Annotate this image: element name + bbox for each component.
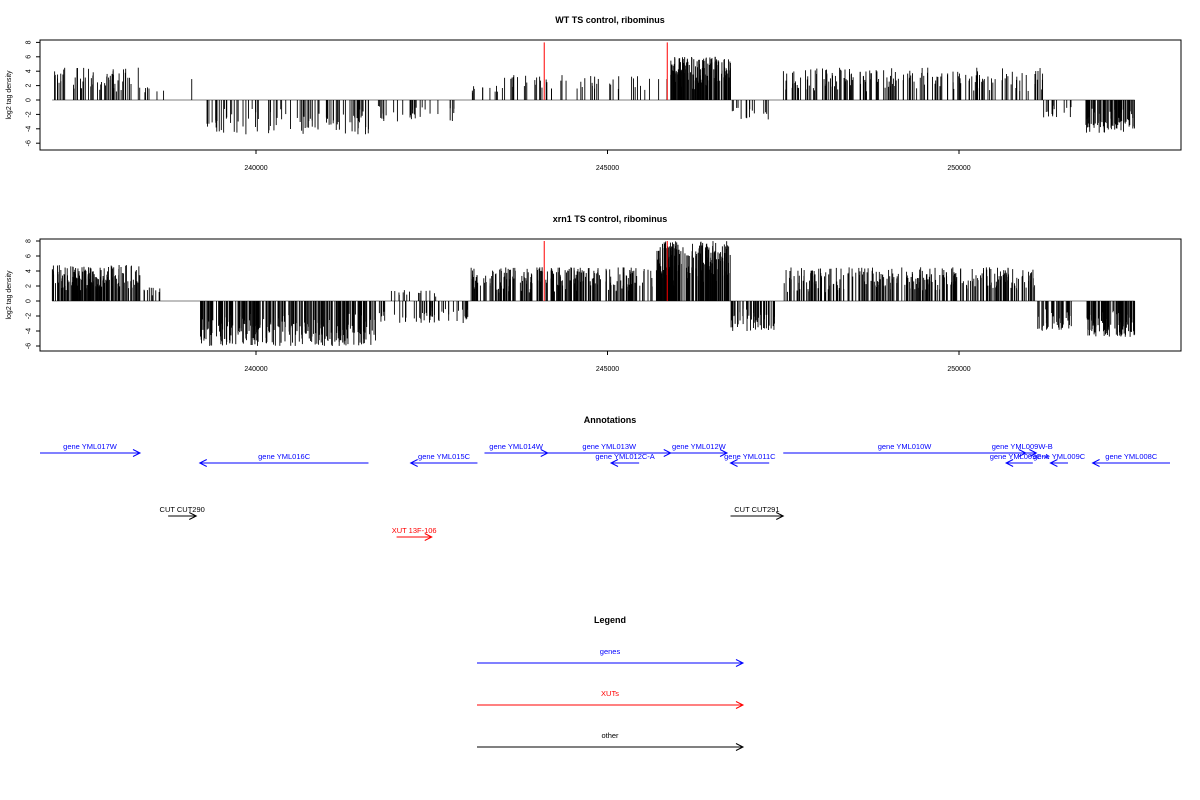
xrn1-x-tick-label: 245000 [596,366,619,373]
arrowhead-icon [189,512,198,520]
annotation-label: gene YML009C-A [990,452,1049,461]
xrn1-plot-frame [39,238,1182,352]
annotation-feature: gene YML012W [670,442,729,457]
xrn1-y-tick-label: 0 [26,299,33,303]
annotation-label: CUT CUT290 [160,505,205,514]
annotation-label: gene YML009W-B [992,442,1053,451]
xrn1-y-tick-label: 4 [26,269,33,273]
xrn1-track-panel: xrn1 TS control, ribominus log2 tag dens… [6,214,1182,373]
wt-x-tick-label: 240000 [244,165,267,172]
annotation-label: gene YML012W [672,442,727,451]
wt-y-tick-label: -2 [26,111,33,117]
annotation-feature: gene YML009W-B [992,442,1053,457]
wt-x-axis: 240000 245000 250000 [244,150,971,172]
annotation-feature: gene YML014W [484,442,549,457]
xrn1-y-axis-label: log2 tag density [6,270,13,320]
xrn1-y-tick-label: 8 [26,239,33,243]
annotation-feature: gene YML009C [1033,452,1086,467]
annotation-label: gene YML012C-A [595,452,654,461]
wt-y-tick-label: 6 [26,55,33,59]
arrowhead-icon [719,449,729,457]
arrowhead-icon [1004,459,1014,467]
annotation-feature: gene YML008C [1091,452,1170,467]
wt-density-bars [52,42,1135,135]
wt-track-title: WT TS control, ribominus [555,15,665,25]
xrn1-y-axis: 8 6 4 2 0 -2 -4 -6 [26,239,40,349]
legend-items: genes XUTs other [477,647,745,751]
legend-label: XUTs [601,689,619,698]
annotation-label: gene YML017W [63,442,118,451]
xrn1-x-axis: 240000 245000 250000 [244,351,971,373]
arrowhead-icon [609,459,619,467]
annotation-label: gene YML013W [582,442,637,451]
xrn1-x-tick-label: 250000 [947,366,970,373]
xrn1-x-tick-label: 240000 [244,366,267,373]
wt-y-tick-label: 0 [26,98,33,102]
annotation-feature: gene YML009C-A [990,452,1049,467]
annotation-label: gene YML010W [878,442,933,451]
annotations-title: Annotations [584,415,637,425]
xrn1-y-tick-label: 6 [26,254,33,258]
legend-item: genes [477,647,745,667]
wt-plot-frame [39,39,1182,151]
annotation-feature: gene YML016C [198,452,369,467]
legend-item: other [477,731,745,751]
arrowhead-icon [1091,459,1100,467]
xrn1-y-tick-label: -4 [26,328,33,334]
legend-label: other [601,731,619,740]
arrowhead-icon [735,701,745,709]
xrn1-track-title: xrn1 TS control, ribominus [553,214,668,224]
annotation-label: gene YML014W [489,442,544,451]
arrowhead-icon [735,743,745,751]
wt-y-axis-label: log2 tag density [6,70,13,120]
annotation-features: gene YML017W gene YML016C gene YML015C gene… [40,442,1170,541]
wt-x-tick-label: 245000 [596,165,619,172]
wt-y-tick-label: 4 [26,69,33,73]
arrowhead-icon [409,459,418,467]
arrowhead-icon [424,533,433,541]
wt-y-tick-label: -6 [26,140,33,146]
annotation-label: XUT 13F-106 [392,526,437,535]
annotation-label: gene YML016C [258,452,311,461]
legend-title: Legend [594,615,626,625]
xrn1-density-bars [51,241,1136,346]
arrowhead-icon [735,659,745,667]
wt-y-tick-label: -4 [26,126,33,132]
annotation-label: CUT CUT291 [734,505,779,514]
annotation-feature: XUT 13F-106 [392,526,437,541]
arrowhead-icon [729,459,738,467]
annotation-label: gene YML008C [1105,452,1158,461]
annotation-label: gene YML009C [1033,452,1086,461]
legend-label: genes [600,647,621,656]
wt-x-tick-label: 250000 [947,165,970,172]
arrowhead-icon [198,459,207,467]
wt-track-panel: WT TS control, ribominus log2 tag densit… [6,15,1182,172]
wt-y-tick-label: 2 [26,84,33,88]
xrn1-y-tick-label: -6 [26,343,33,349]
wt-y-axis: 8 6 4 2 0 -2 -4 -6 [26,40,40,146]
legend-panel: Legend genes XUTs other [477,615,745,751]
legend-item: XUTs [477,689,745,709]
annotation-label: gene YML015C [418,452,471,461]
wt-y-tick-label: 8 [26,40,33,44]
annotation-feature: CUT CUT291 [730,505,785,520]
annotation-feature: gene YML015C [409,452,478,467]
xrn1-y-tick-label: -2 [26,313,33,319]
arrowhead-icon [132,449,142,457]
annotation-feature: gene YML017W [40,442,142,457]
annotation-feature: CUT CUT290 [160,505,205,520]
annotation-feature: gene YML012C-A [595,452,655,467]
arrowhead-icon [1029,449,1038,457]
arrowhead-icon [776,512,785,520]
annotation-feature: gene YML011C [724,452,776,467]
xrn1-y-tick-label: 2 [26,284,33,288]
annotation-label: gene YML011C [724,452,776,461]
arrowhead-icon [1049,459,1058,467]
